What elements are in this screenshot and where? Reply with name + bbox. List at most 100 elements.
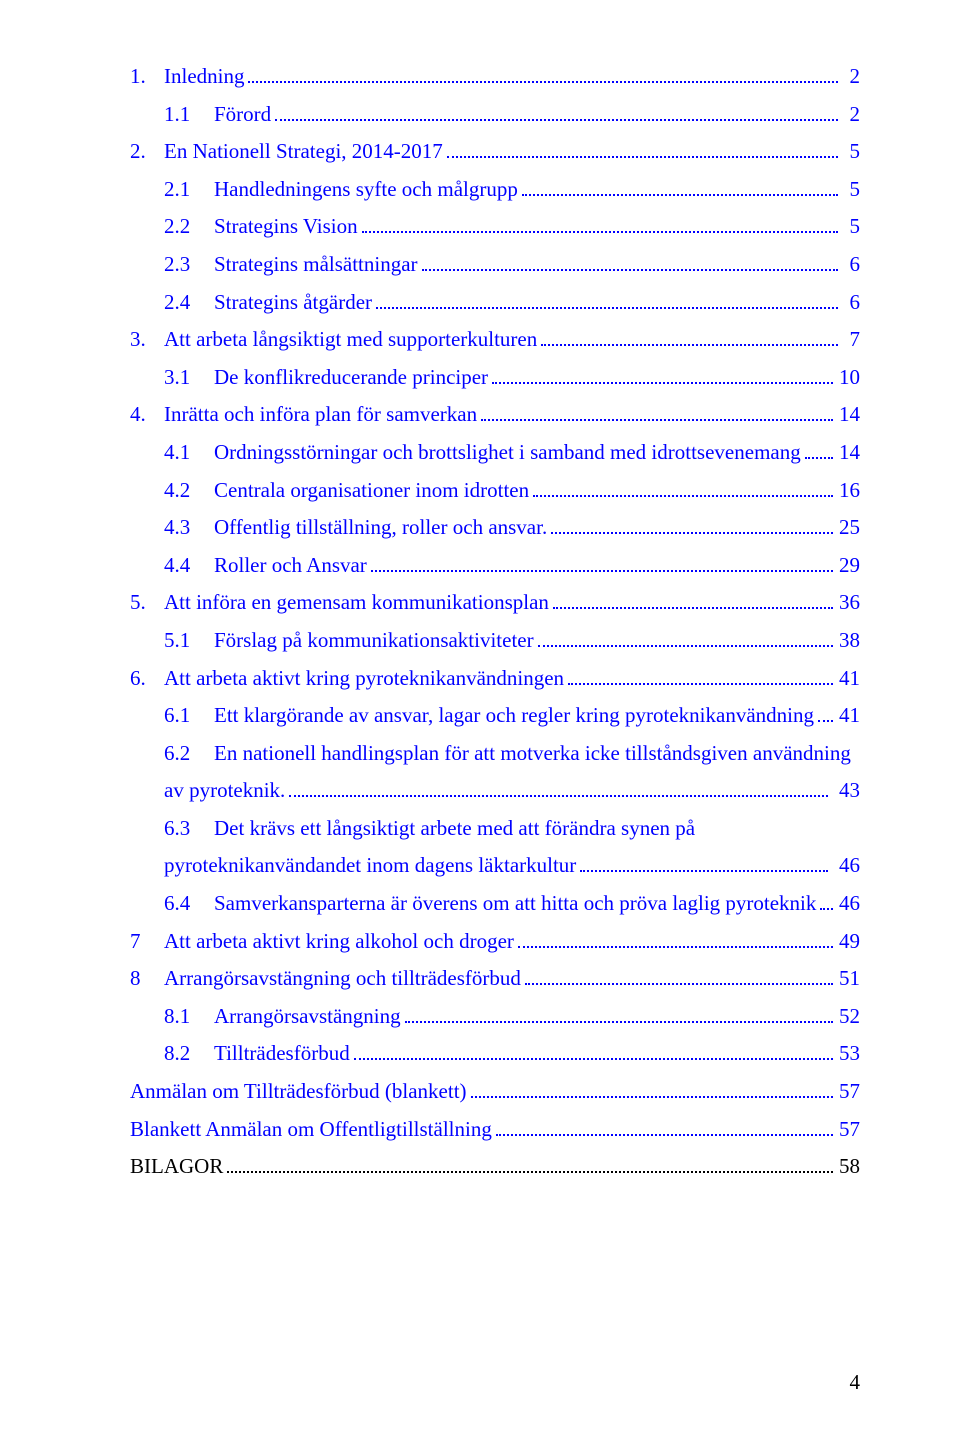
toc-label: Strategins målsättningar — [214, 248, 418, 282]
toc-entry[interactable]: 4.1Ordningsstörningar och brottslighet i… — [130, 436, 860, 470]
toc-entry[interactable]: 6.Att arbeta aktivt kring pyroteknikanvä… — [130, 662, 860, 696]
toc-entry[interactable]: 5.1Förslag på kommunikationsaktiviteter3… — [130, 624, 860, 658]
toc-page: 14 — [837, 398, 860, 432]
toc-page: 46 — [832, 849, 860, 883]
toc-leader — [805, 442, 833, 459]
toc-leader — [371, 555, 833, 572]
page-number: 4 — [850, 1366, 861, 1400]
table-of-contents: 1.Inledning 21.1Förord 22.En Nationell S… — [130, 60, 860, 1184]
toc-entry[interactable]: 1.1Förord 2 — [130, 98, 860, 132]
toc-page: 51 — [837, 962, 860, 996]
toc-label: Roller och Ansvar — [214, 549, 367, 583]
toc-label-cont: pyroteknikanvändandet inom dagens läktar… — [164, 849, 576, 883]
toc-label: Att införa en gemensam kommunikationspla… — [164, 586, 549, 620]
toc-entry[interactable]: 4.3Offentlig tillställning, roller och a… — [130, 511, 860, 545]
toc-leader — [354, 1044, 833, 1061]
toc-number: 6.3 — [164, 812, 214, 846]
toc-number: 7 — [130, 925, 164, 959]
toc-number: 6.2 — [164, 737, 214, 771]
toc-entry[interactable]: 4.2Centrala organisationer inom idrotten… — [130, 474, 860, 508]
toc-number: 2.3 — [164, 248, 214, 282]
toc-label: Strategins Vision — [214, 210, 358, 244]
toc-number: 1. — [130, 60, 164, 94]
toc-leader — [248, 66, 838, 83]
toc-entry[interactable]: 8.1Arrangörsavstängning52 — [130, 1000, 860, 1034]
toc-leader — [496, 1119, 833, 1136]
toc-leader — [541, 329, 838, 346]
toc-page: 53 — [837, 1037, 860, 1071]
toc-entry[interactable]: 3.1De konflikreducerande principer10 — [130, 361, 860, 395]
toc-entry: BILAGOR58 — [130, 1150, 860, 1184]
toc-entry[interactable]: Anmälan om Tillträdesförbud (blankett)57 — [130, 1075, 860, 1109]
toc-entry[interactable]: 7Att arbeta aktivt kring alkohol och dro… — [130, 925, 860, 959]
toc-entry[interactable]: 6.1Ett klargörande av ansvar, lagar och … — [130, 699, 860, 733]
toc-label-cont: av pyroteknik. — [164, 774, 285, 808]
toc-label: Inrätta och införa plan för samverkan — [164, 398, 477, 432]
toc-number: 4.3 — [164, 511, 214, 545]
toc-number: 1.1 — [164, 98, 214, 132]
toc-number: 2. — [130, 135, 164, 169]
toc-leader — [551, 517, 833, 534]
toc-leader — [553, 593, 833, 610]
toc-number: 5. — [130, 586, 164, 620]
toc-leader — [538, 630, 833, 647]
toc-label: Centrala organisationer inom idrotten — [214, 474, 529, 508]
toc-entry[interactable]: 6.3Det krävs ett långsiktigt arbete med … — [130, 812, 860, 883]
toc-leader — [275, 104, 838, 121]
toc-entry[interactable]: 4.4Roller och Ansvar29 — [130, 549, 860, 583]
toc-label: Handledningens syfte och målgrupp — [214, 173, 518, 207]
toc-leader — [518, 931, 833, 948]
toc-page: 58 — [837, 1150, 860, 1184]
toc-entry[interactable]: 1.Inledning 2 — [130, 60, 860, 94]
toc-leader — [568, 668, 833, 685]
toc-entry[interactable]: 2.4Strategins åtgärder 6 — [130, 286, 860, 320]
toc-page: 43 — [832, 774, 860, 808]
toc-number: 2.4 — [164, 286, 214, 320]
toc-label: Arrangörsavstängning — [214, 1000, 401, 1034]
toc-page: 14 — [837, 436, 860, 470]
toc-page: 6 — [842, 248, 860, 282]
toc-leader — [422, 254, 839, 271]
toc-label: De konflikreducerande principer — [214, 361, 488, 395]
toc-label: Förord — [214, 98, 271, 132]
toc-number: 6. — [130, 662, 164, 696]
toc-leader — [818, 705, 833, 722]
toc-entry[interactable]: 6.4Samverkansparterna är överens om att … — [130, 887, 860, 921]
toc-page: 5 — [842, 173, 860, 207]
toc-entry[interactable]: Blankett Anmälan om Offentligtillställni… — [130, 1113, 860, 1147]
toc-number: 3. — [130, 323, 164, 357]
toc-entry[interactable]: 8.2Tillträdesförbud53 — [130, 1037, 860, 1071]
toc-number: 8.1 — [164, 1000, 214, 1034]
toc-entry[interactable]: 3.Att arbeta långsiktigt med supporterku… — [130, 323, 860, 357]
toc-entry[interactable]: 6.2En nationell handlingsplan för att mo… — [130, 737, 860, 808]
toc-page: 41 — [837, 699, 860, 733]
toc-entry[interactable]: 2.2Strategins Vision 5 — [130, 210, 860, 244]
toc-entry[interactable]: 2.1Handledningens syfte och målgrupp 5 — [130, 173, 860, 207]
toc-entry[interactable]: 5.Att införa en gemensam kommunikationsp… — [130, 586, 860, 620]
toc-leader — [522, 179, 838, 196]
toc-label: Strategins åtgärder — [214, 286, 372, 320]
toc-leader — [471, 1081, 833, 1098]
toc-entry[interactable]: 2.En Nationell Strategi, 2014-2017 5 — [130, 135, 860, 169]
toc-page: 2 — [842, 60, 860, 94]
toc-page: 5 — [842, 210, 860, 244]
toc-leader — [405, 1006, 833, 1023]
toc-label: En nationell handlingsplan för att motve… — [214, 737, 851, 771]
toc-label: Att arbeta aktivt kring pyroteknikanvänd… — [164, 662, 564, 696]
toc-page: 41 — [837, 662, 860, 696]
toc-page: 10 — [837, 361, 860, 395]
toc-leader — [580, 856, 827, 873]
toc-page: 38 — [837, 624, 860, 658]
toc-entry[interactable]: 8Arrangörsavstängning och tillträdesförb… — [130, 962, 860, 996]
toc-page: 16 — [837, 474, 860, 508]
toc-page: 36 — [837, 586, 860, 620]
toc-number: 4.1 — [164, 436, 214, 470]
toc-entry[interactable]: 2.3Strategins målsättningar 6 — [130, 248, 860, 282]
toc-number: 8.2 — [164, 1037, 214, 1071]
toc-label: Blankett Anmälan om Offentligtillställni… — [130, 1113, 492, 1147]
toc-entry[interactable]: 4.Inrätta och införa plan för samverkan1… — [130, 398, 860, 432]
toc-number: 6.1 — [164, 699, 214, 733]
toc-leader — [376, 292, 838, 309]
toc-label: Ett klargörande av ansvar, lagar och reg… — [214, 699, 814, 733]
toc-number: 2.2 — [164, 210, 214, 244]
